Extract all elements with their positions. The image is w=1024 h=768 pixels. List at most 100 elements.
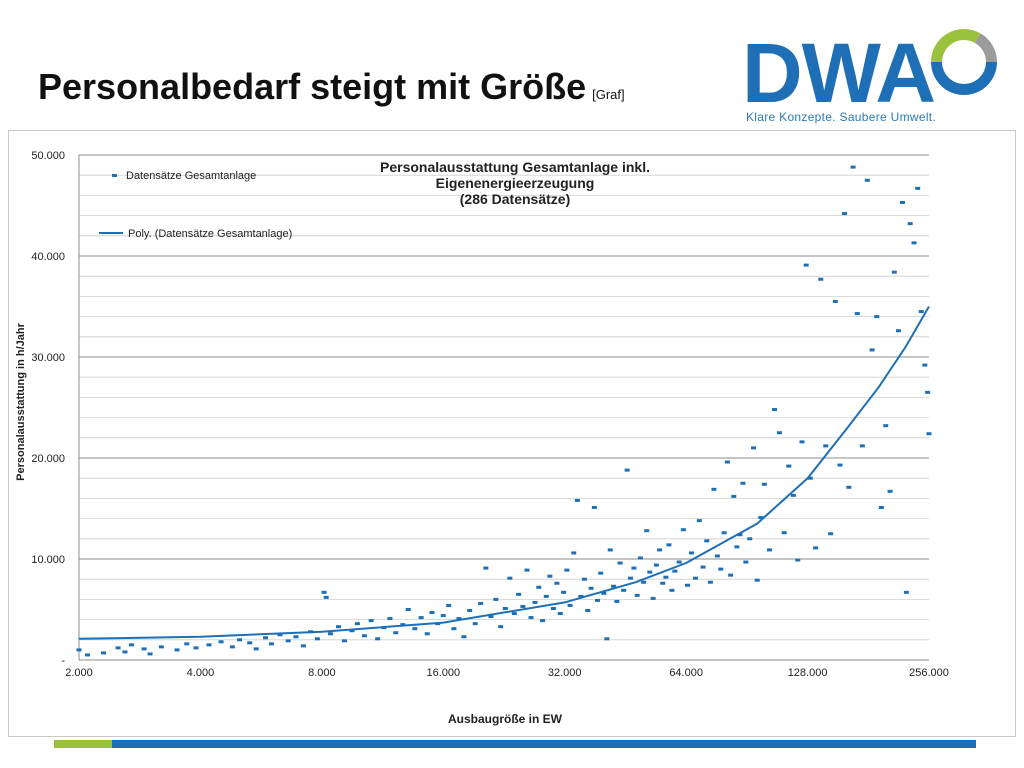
data-point — [740, 481, 746, 485]
data-point — [874, 315, 880, 319]
data-point — [229, 645, 235, 649]
data-point — [711, 487, 717, 491]
data-point — [743, 560, 749, 564]
data-point — [707, 580, 713, 584]
data-point — [578, 594, 584, 598]
data-point — [685, 583, 691, 587]
data-point — [657, 548, 663, 552]
data-point — [799, 440, 805, 444]
data-point — [922, 363, 928, 367]
slide-title: Personalbedarf steigt mit Größe [Graf] — [38, 66, 625, 108]
data-point — [747, 537, 753, 541]
data-point — [854, 312, 860, 316]
data-point — [761, 482, 767, 486]
data-point — [644, 529, 650, 533]
data-point — [660, 581, 666, 585]
data-point — [336, 625, 342, 629]
data-point — [483, 566, 489, 570]
data-point — [617, 561, 623, 565]
y-tick-label: 50.000 — [31, 150, 65, 162]
data-point — [878, 505, 884, 509]
data-point — [641, 580, 647, 584]
data-point — [903, 590, 909, 594]
data-point — [624, 468, 630, 472]
data-point — [314, 637, 320, 641]
data-point — [323, 595, 329, 599]
data-point — [341, 639, 347, 643]
data-point — [728, 573, 734, 577]
data-point — [511, 612, 517, 616]
data-point — [524, 568, 530, 572]
data-point — [915, 186, 921, 190]
data-point — [349, 629, 355, 633]
data-point — [907, 222, 913, 226]
data-point — [772, 408, 778, 412]
data-point — [818, 277, 824, 281]
data-point — [564, 568, 570, 572]
data-point — [714, 554, 720, 558]
data-point — [532, 600, 538, 604]
legend: Datensätze Gesamtanlage Poly. (Datensätz… — [99, 170, 292, 240]
data-point — [850, 165, 856, 169]
data-point — [925, 390, 931, 394]
data-point — [547, 574, 553, 578]
data-point — [721, 531, 727, 535]
data-point — [516, 592, 522, 596]
data-point — [634, 593, 640, 597]
data-point — [737, 533, 743, 537]
data-point — [653, 563, 659, 567]
data-point — [446, 603, 452, 607]
data-point — [237, 638, 243, 642]
data-point — [574, 498, 580, 502]
x-tick-label: 8.000 — [308, 667, 336, 679]
data-point — [614, 599, 620, 603]
data-point — [247, 641, 253, 645]
chart-title: Personalausstattung Gesamtanlage inkl. E… — [380, 159, 650, 207]
data-point — [832, 299, 838, 303]
data-point — [354, 622, 360, 626]
data-point — [790, 493, 796, 497]
data-point — [543, 594, 549, 598]
data-point — [864, 178, 870, 182]
data-point — [628, 576, 634, 580]
data-point — [911, 241, 917, 245]
data-point — [807, 476, 813, 480]
data-point — [724, 460, 730, 464]
data-point — [368, 619, 374, 623]
data-point — [528, 616, 534, 620]
data-point — [122, 650, 128, 654]
dwa-logo: DWA — [742, 26, 997, 120]
axes — [78, 155, 929, 661]
data-point — [429, 611, 435, 615]
data-point — [895, 329, 901, 333]
data-point — [696, 519, 702, 523]
data-point — [424, 632, 430, 636]
data-point — [440, 614, 446, 618]
data-point — [498, 625, 504, 629]
data-point — [750, 446, 756, 450]
data-point — [540, 619, 546, 623]
data-point — [700, 565, 706, 569]
data-point — [206, 643, 212, 647]
data-point — [412, 627, 418, 631]
data-point — [218, 640, 224, 644]
chart-title-line-2: Eigenenergieerzeugung — [436, 175, 595, 191]
chart-title-line-1: Personalausstattung Gesamtanlage inkl. — [380, 159, 650, 175]
data-point — [147, 652, 153, 656]
x-tick-label: 4.000 — [187, 667, 215, 679]
data-point — [869, 348, 875, 352]
data-point — [561, 590, 567, 594]
data-point — [786, 464, 792, 468]
y-tick-label: 20.000 — [31, 453, 65, 465]
data-point — [158, 645, 164, 649]
scatter-chart: 2.000 4.000 8.000 16.000 32.000 64.000 128.000… — [15, 150, 949, 726]
data-point — [588, 586, 594, 590]
data-point — [803, 263, 809, 267]
data-point — [557, 612, 563, 616]
data-point — [100, 651, 106, 655]
data-point — [472, 622, 478, 626]
data-point — [899, 200, 905, 204]
legend-marker-points — [112, 174, 117, 177]
data-point — [781, 531, 787, 535]
data-point — [550, 606, 556, 610]
